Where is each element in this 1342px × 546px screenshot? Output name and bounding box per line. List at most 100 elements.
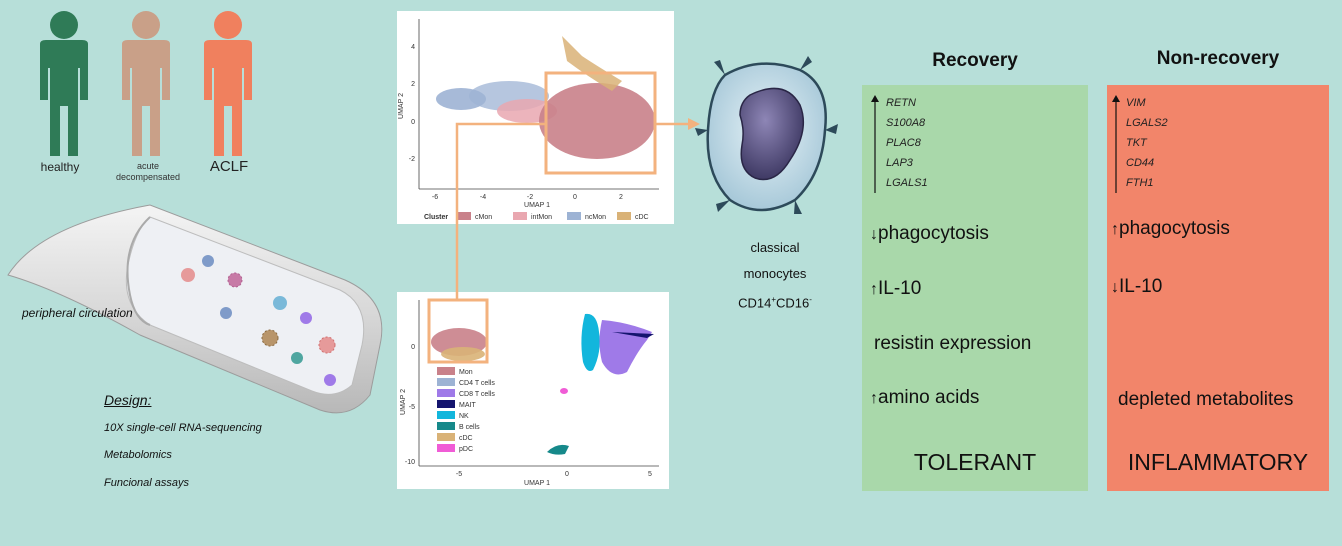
cell-icon xyxy=(291,352,303,364)
down-arrow-icon: ↓ xyxy=(870,226,878,243)
connector-line xyxy=(455,122,546,300)
blood-vessel-illustration xyxy=(7,204,383,414)
legend-swatch xyxy=(567,212,581,220)
x-axis-label: UMAP 1 xyxy=(524,480,550,487)
recovery-il10-label: IL-10 xyxy=(878,278,922,299)
y-tick-label: -2 xyxy=(409,156,415,163)
monocyte-label: classical monocytes CD14+CD16- xyxy=(720,235,830,316)
recovery-panel: RETN S100A8 PLAC8 LAP3 LGALS1 ↓phagocyto… xyxy=(862,85,1088,491)
pdc-cluster xyxy=(560,388,568,394)
legend-swatch xyxy=(437,400,455,408)
recovery-amino-acids: ↑amino acids xyxy=(870,387,979,409)
y-tick-label: -10 xyxy=(405,459,415,466)
umap-bottom-plot: -5 0 5 0 -5 -10 UMAP 1 UMAP 2 Mon CD4 T … xyxy=(400,298,659,487)
monocyte-cell-icon xyxy=(695,56,838,214)
y-tick-label: 2 xyxy=(411,81,415,88)
up-arrow-icon xyxy=(871,95,879,193)
aclf-person-icon xyxy=(204,11,252,156)
legend-label: MAIT xyxy=(459,402,476,409)
x-tick-label: -6 xyxy=(432,194,438,201)
gene-tkt: TKT xyxy=(1126,137,1147,149)
y-tick-label: 4 xyxy=(411,44,415,51)
cell-icon xyxy=(318,336,336,354)
decompensated-person-icon xyxy=(122,11,170,156)
cell-icon xyxy=(227,272,243,288)
x-tick-label: -2 xyxy=(527,194,533,201)
legend-swatch xyxy=(437,411,455,419)
bcells-cluster xyxy=(547,444,569,455)
recovery-resistin: resistin expression xyxy=(874,333,1032,354)
monocyte-marker: CD14+CD16- xyxy=(720,287,830,316)
nonrecovery-phagocytosis: ↑phagocytosis xyxy=(1111,218,1230,240)
y-axis-label: UMAP 2 xyxy=(400,389,407,415)
x-tick-label: 2 xyxy=(619,194,623,201)
legend-swatch xyxy=(437,444,455,452)
cdc-cluster xyxy=(562,36,622,91)
recovery-il10: ↑IL-10 xyxy=(870,278,921,300)
x-tick-label: -4 xyxy=(480,194,486,201)
healthy-person-icon xyxy=(40,11,88,156)
cell-icon xyxy=(273,296,287,310)
recovery-amino-label: amino acids xyxy=(878,387,980,408)
monocyte-label-line1: classical xyxy=(750,240,800,255)
monocyte-label-line2: monocytes xyxy=(743,266,807,281)
gene-retn: RETN xyxy=(886,97,916,109)
vessel-label: peripheral circulation xyxy=(22,306,133,320)
cmon-cluster xyxy=(539,83,655,159)
legend-label: cMon xyxy=(475,214,492,221)
design-item-assays: Funcional assays xyxy=(104,477,189,489)
cell-icon xyxy=(300,312,312,324)
patient-groups: healthy acute decompensated ACLF xyxy=(20,8,270,193)
arrow-head-icon xyxy=(688,118,700,130)
legend-swatch xyxy=(437,422,455,430)
legend-label: CD8 T cells xyxy=(459,391,495,398)
gene-lgals1: LGALS1 xyxy=(886,177,928,189)
recovery-title: Recovery xyxy=(932,50,1018,71)
legend-swatch xyxy=(437,433,455,441)
marker-cd16-sign: - xyxy=(809,295,812,304)
up-arrow-icon: ↑ xyxy=(870,281,878,298)
x-tick-label: 0 xyxy=(573,194,577,201)
nonrecovery-outcome: INFLAMMATORY xyxy=(1127,449,1309,475)
gene-s100a8: S100A8 xyxy=(886,117,926,129)
legend-swatch xyxy=(617,212,631,220)
cell-icon xyxy=(202,255,214,267)
cell-icon xyxy=(261,329,279,347)
cdc-cluster xyxy=(441,347,485,361)
nonrecovery-title: Non-recovery xyxy=(1156,48,1280,69)
legend-swatch xyxy=(437,378,455,386)
cell-icon xyxy=(181,268,195,282)
y-axis-label: UMAP 2 xyxy=(398,93,405,119)
gene-vim: VIM xyxy=(1126,97,1146,109)
legend-title: Cluster xyxy=(424,214,448,221)
cell-icon xyxy=(324,374,336,386)
gene-fth1: FTH1 xyxy=(1126,177,1154,189)
marker-cd14: CD14 xyxy=(738,295,772,311)
nonrecovery-il10-label: IL-10 xyxy=(1119,276,1163,297)
marker-cd14-sign: + xyxy=(771,295,776,304)
up-arrow-icon xyxy=(1112,95,1120,193)
x-tick-label: 5 xyxy=(648,471,652,478)
design-item-metabolomics: Metabolomics xyxy=(104,449,172,461)
legend-label: NK xyxy=(459,413,469,420)
nonrecovery-phagocytosis-label: phagocytosis xyxy=(1119,218,1230,239)
legend-label: pDC xyxy=(459,446,473,453)
recovery-phagocytosis-label: phagocytosis xyxy=(878,223,989,244)
legend-label: intMon xyxy=(531,214,552,221)
legend-label: ncMon xyxy=(585,214,606,221)
nonrecovery-il10: ↓IL-10 xyxy=(1111,276,1162,298)
y-tick-label: 0 xyxy=(411,119,415,126)
decompensated-label-line1: acute xyxy=(136,161,160,171)
x-tick-label: -5 xyxy=(456,471,462,478)
mait-cluster xyxy=(612,332,654,338)
nk-cluster xyxy=(581,313,600,371)
design-item-scrnaseq: 10X single-cell RNA-sequencing xyxy=(104,422,262,434)
legend-swatch xyxy=(437,389,455,397)
recovery-outcome: TOLERANT xyxy=(913,449,1037,475)
gene-lap3: LAP3 xyxy=(886,157,913,169)
gene-plac8: PLAC8 xyxy=(886,137,921,149)
up-arrow-icon: ↑ xyxy=(870,390,878,407)
legend-swatch xyxy=(513,212,527,220)
legend-label: CD4 T cells xyxy=(459,380,495,387)
y-tick-label: -5 xyxy=(409,404,415,411)
